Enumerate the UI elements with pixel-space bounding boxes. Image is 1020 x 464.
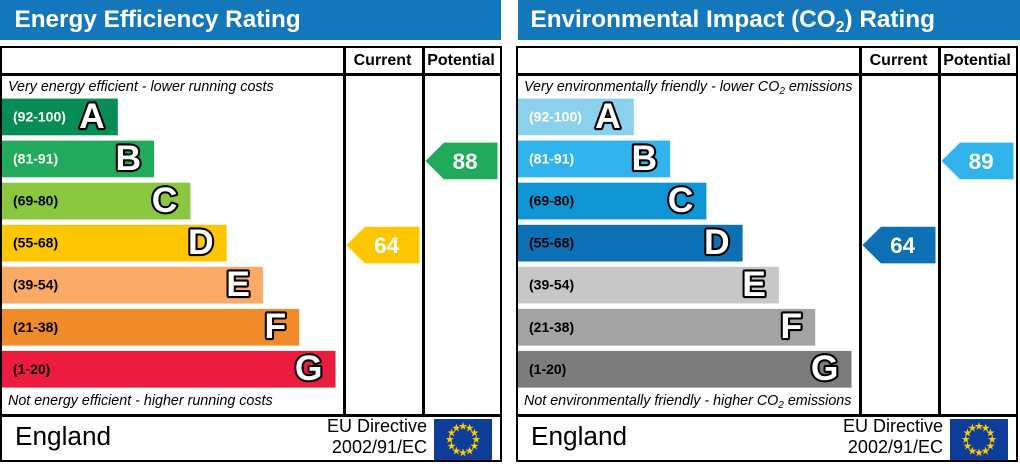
svg-text:A: A bbox=[595, 96, 621, 136]
svg-text:(39-54): (39-54) bbox=[529, 277, 574, 293]
svg-text:B: B bbox=[115, 138, 141, 178]
svg-text:D: D bbox=[704, 222, 730, 262]
svg-text:(81-91): (81-91) bbox=[13, 151, 58, 167]
svg-text:(69-80): (69-80) bbox=[529, 193, 574, 209]
svg-text:64: 64 bbox=[890, 233, 916, 258]
svg-text:F: F bbox=[265, 306, 287, 346]
svg-text:(55-68): (55-68) bbox=[13, 235, 58, 251]
svg-text:(69-80): (69-80) bbox=[13, 193, 58, 209]
svg-text:(81-91): (81-91) bbox=[529, 151, 574, 167]
svg-text:G: G bbox=[811, 348, 839, 388]
svg-text:E: E bbox=[226, 264, 250, 304]
svg-text:C: C bbox=[152, 180, 178, 220]
svg-text:(39-54): (39-54) bbox=[13, 277, 58, 293]
svg-text:64: 64 bbox=[374, 233, 400, 258]
svg-text:89: 89 bbox=[969, 149, 994, 174]
svg-text:E: E bbox=[742, 264, 766, 304]
svg-text:G: G bbox=[295, 348, 323, 388]
svg-text:D: D bbox=[188, 222, 214, 262]
svg-text:B: B bbox=[631, 138, 657, 178]
svg-text:A: A bbox=[79, 96, 105, 136]
svg-text:(21-38): (21-38) bbox=[13, 319, 58, 335]
svg-text:(92-100): (92-100) bbox=[529, 109, 582, 125]
svg-text:(1-20): (1-20) bbox=[13, 361, 50, 377]
svg-text:(92-100): (92-100) bbox=[13, 109, 66, 125]
svg-text:C: C bbox=[668, 180, 694, 220]
svg-text:(1-20): (1-20) bbox=[529, 361, 566, 377]
svg-text:(21-38): (21-38) bbox=[529, 319, 574, 335]
svg-text:88: 88 bbox=[453, 149, 478, 174]
svg-text:(55-68): (55-68) bbox=[529, 235, 574, 251]
svg-text:F: F bbox=[781, 306, 803, 346]
